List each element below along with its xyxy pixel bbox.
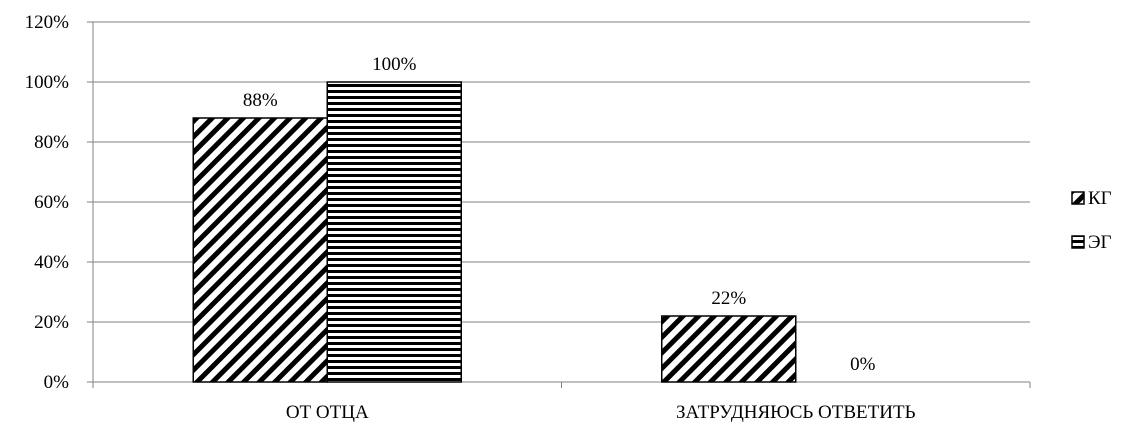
legend-label-КГ: КГ xyxy=(1088,188,1112,209)
data-label: 88% xyxy=(243,90,278,111)
legend-swatch-ЭГ xyxy=(1072,236,1084,248)
data-label: 100% xyxy=(372,54,417,75)
bar-КГ-2 xyxy=(662,316,796,382)
x-category-label: ОТ ОТЦА xyxy=(286,402,369,423)
data-label: 0% xyxy=(850,354,876,375)
data-label: 22% xyxy=(711,288,746,309)
y-tick-label: 20% xyxy=(34,312,69,333)
bars xyxy=(193,82,796,382)
y-tick-label: 0% xyxy=(44,372,70,393)
y-tick-label: 60% xyxy=(34,192,69,213)
bar-ЭГ-1 xyxy=(327,82,461,382)
axes: 0% 20% 40% 60% 80% 100% 120% ОТ ОТЦА ЗАТРУДНЯЮСЬ… xyxy=(25,12,1030,423)
legend-swatch-КГ xyxy=(1072,192,1084,204)
y-tick-label: 120% xyxy=(25,12,70,33)
legend: КГ ЭГ xyxy=(1072,188,1112,253)
y-tick-label: 80% xyxy=(34,132,69,153)
x-category-label: ЗАТРУДНЯЮСЬ ОТВЕТИТЬ xyxy=(676,402,916,423)
legend-label-ЭГ: ЭГ xyxy=(1088,232,1112,253)
y-tick-label: 100% xyxy=(25,72,70,93)
bar-КГ-1 xyxy=(193,118,327,382)
y-tick-label: 40% xyxy=(34,252,69,273)
